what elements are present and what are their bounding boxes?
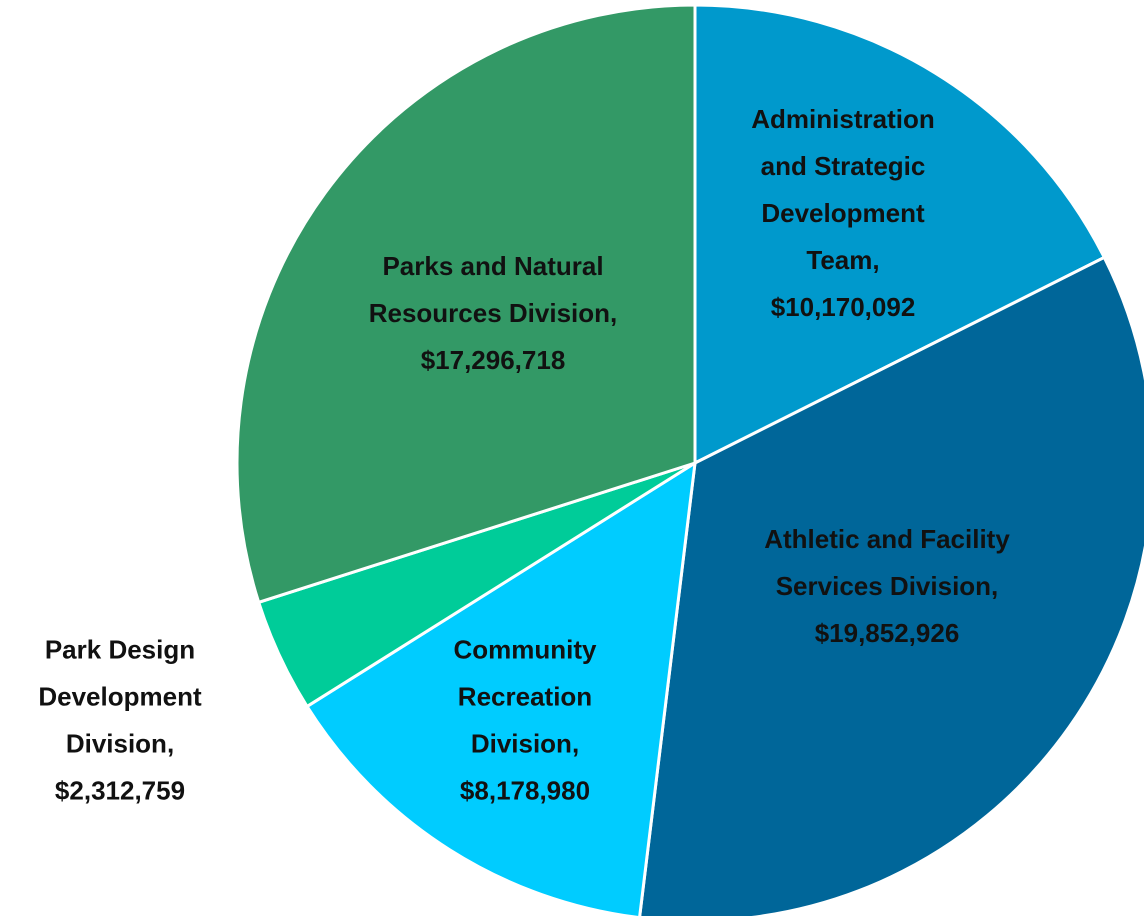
label-line: Park Design (45, 634, 195, 664)
label-line: Administration (751, 104, 934, 134)
category-label: Athletic and Facility Services Division, (764, 524, 1010, 601)
value-label: $17,296,718 (421, 345, 566, 375)
label-line: Resources Division, (369, 298, 618, 328)
label-line: Recreation (458, 681, 592, 711)
category-label: Administration and Strategic Development Te… (751, 104, 934, 275)
label-line: Services Division, (776, 571, 999, 601)
category-label: Park Design Development Division, (38, 634, 202, 758)
value-label: $19,852,926 (815, 618, 960, 648)
pie-slice (235, 3, 697, 605)
label-line: Athletic and Facility (764, 524, 1010, 554)
pie-slice (693, 3, 1107, 466)
pie-slice (304, 460, 697, 916)
slice-label: Parks and Natural Resources Division, $17,… (369, 251, 618, 375)
category-label: Community Recreation Division, (454, 634, 598, 758)
slice-label: Administration and Strategic Development Te… (751, 104, 934, 322)
label-line: Parks and Natural (382, 251, 603, 281)
label-line: Division, (66, 728, 174, 758)
category-label: Parks and Natural Resources Division, (369, 251, 618, 328)
label-line: Development (38, 681, 202, 711)
value-label: $10,170,092 (771, 292, 916, 322)
slice-label: Community Recreation Division, $8,178,980 (454, 634, 598, 805)
slice-label: Athletic and Facility Services Division, $… (764, 524, 1010, 648)
label-line: Development (761, 198, 925, 228)
value-label: $8,178,980 (460, 775, 590, 805)
label-line: Team, (806, 245, 879, 275)
slice-label: Park Design Development Division, $2,312,75… (38, 634, 202, 805)
label-line: and Strategic (761, 151, 926, 181)
label-line: Division, (471, 728, 579, 758)
label-line: Community (454, 634, 598, 664)
pie-slice (638, 255, 1144, 916)
value-label: $2,312,759 (55, 775, 185, 805)
